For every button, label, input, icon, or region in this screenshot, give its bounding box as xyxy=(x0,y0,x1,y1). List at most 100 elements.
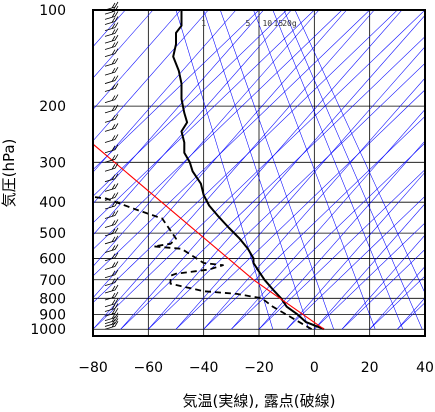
wind-barb xyxy=(104,321,119,330)
dry-adiabat-line xyxy=(231,109,425,330)
y-tick-label: 500 xyxy=(39,226,66,242)
y-tick-label: 300 xyxy=(39,155,66,171)
moist-adiabat-line xyxy=(120,36,425,330)
dry-adiabat-line xyxy=(93,10,154,79)
grid-lines xyxy=(93,10,425,336)
adiabat-lines xyxy=(93,10,425,330)
y-tick-label: 600 xyxy=(39,251,66,267)
moist-adiabat-line xyxy=(93,10,315,224)
wind-barb xyxy=(104,227,119,237)
mixing-ratio-label: 10 xyxy=(262,19,272,28)
wind-barb xyxy=(104,291,119,301)
x-tick-label: −40 xyxy=(189,360,219,376)
moist-adiabat-line xyxy=(175,89,425,330)
dry-adiabat-line xyxy=(286,171,425,330)
wind-barb xyxy=(104,34,119,44)
dry-adiabat-line xyxy=(93,10,375,330)
wind-barb xyxy=(104,11,119,20)
dry-adiabat-line xyxy=(424,328,425,330)
plot-frame xyxy=(92,9,426,337)
wind-barb xyxy=(104,123,119,132)
mixing-ratio-label: 5 xyxy=(246,19,251,28)
mixing-ratio-line xyxy=(220,10,334,330)
wind-barb xyxy=(104,134,119,143)
moist-adiabat-line xyxy=(203,116,425,330)
mixing-ratio-label: 15 xyxy=(274,19,284,28)
dry-adiabat-line xyxy=(93,10,237,173)
moist-adiabat-line xyxy=(258,169,425,330)
moist-adiabat-line xyxy=(341,249,425,330)
dry-adiabat-line xyxy=(93,10,209,142)
y-tick-label: 200 xyxy=(39,99,66,115)
moist-adiabat-line xyxy=(231,142,425,330)
x-tick-label: −20 xyxy=(244,360,274,376)
dewpoint-line xyxy=(93,196,313,330)
wind-barb xyxy=(104,163,119,172)
y-tick-label: 700 xyxy=(39,273,66,289)
x-tick-label: −60 xyxy=(134,360,164,376)
wind-barb xyxy=(104,183,119,192)
wind-barb xyxy=(104,22,119,31)
wind-barb xyxy=(104,277,119,286)
wind-barb xyxy=(104,318,119,327)
wind-barb xyxy=(104,244,119,253)
dry-adiabat-line xyxy=(203,77,425,330)
dry-adiabat-line xyxy=(341,234,425,330)
y-tick-label: 100 xyxy=(39,3,66,19)
parcel-line xyxy=(93,143,325,330)
x-tick-label: 0 xyxy=(310,360,319,376)
sounding-series xyxy=(93,10,325,331)
wind-barb xyxy=(104,210,119,219)
wind-barb xyxy=(104,83,119,92)
moist-adiabat-line xyxy=(93,10,260,170)
mixing-ratio-line xyxy=(283,10,423,330)
y-tick-label: 400 xyxy=(39,195,66,211)
wind-barb xyxy=(104,94,119,103)
wind-barb xyxy=(104,16,119,25)
dry-adiabat-line xyxy=(148,14,425,330)
wind-barb xyxy=(104,303,119,312)
dry-adiabat-line xyxy=(258,140,425,330)
moist-adiabat-line xyxy=(286,195,425,330)
moist-adiabat-line xyxy=(93,10,398,304)
mixing-ratio-line xyxy=(175,10,274,330)
dry-adiabat-line xyxy=(314,203,425,330)
wind-barb xyxy=(104,192,119,201)
wind-barb xyxy=(104,261,119,270)
x-axis-label: 気温(実線), 露点(破線) xyxy=(183,392,336,410)
wind-barb xyxy=(104,284,119,294)
wind-barb xyxy=(104,269,119,279)
moist-adiabat-line xyxy=(93,10,370,277)
wind-barb xyxy=(104,315,119,324)
y-tick-label: 800 xyxy=(39,291,66,307)
wind-barb xyxy=(104,219,119,228)
x-tick-label: 20 xyxy=(361,360,379,376)
mixing-ratio-line xyxy=(272,10,404,330)
moist-adiabat-line xyxy=(93,10,425,330)
dry-adiabat-line xyxy=(369,266,425,330)
wind-barb xyxy=(104,298,119,308)
wind-barb xyxy=(104,235,119,245)
wind-barb xyxy=(104,48,119,58)
wind-barbs xyxy=(104,1,119,330)
y-axis-label: 気圧(hPa) xyxy=(0,139,18,208)
mixing-ratio-line xyxy=(253,10,376,330)
mixing-ratio-line xyxy=(203,10,310,330)
y-tick-label: 1000 xyxy=(30,322,66,338)
dry-adiabat-line xyxy=(93,10,292,236)
moist-adiabat-line xyxy=(314,222,425,330)
moist-adiabat-line xyxy=(93,10,343,250)
wind-barb xyxy=(104,154,119,163)
wind-barb xyxy=(104,28,119,37)
dry-adiabat-line xyxy=(175,46,425,330)
wind-barb xyxy=(104,75,119,84)
mixing-ratio-label: 1 xyxy=(201,19,206,28)
dry-adiabat-line xyxy=(93,10,320,267)
wind-barb xyxy=(104,66,119,76)
wind-barb xyxy=(104,104,119,114)
wind-barb xyxy=(104,200,119,210)
wind-barb xyxy=(104,312,119,322)
wind-barb xyxy=(104,307,119,317)
